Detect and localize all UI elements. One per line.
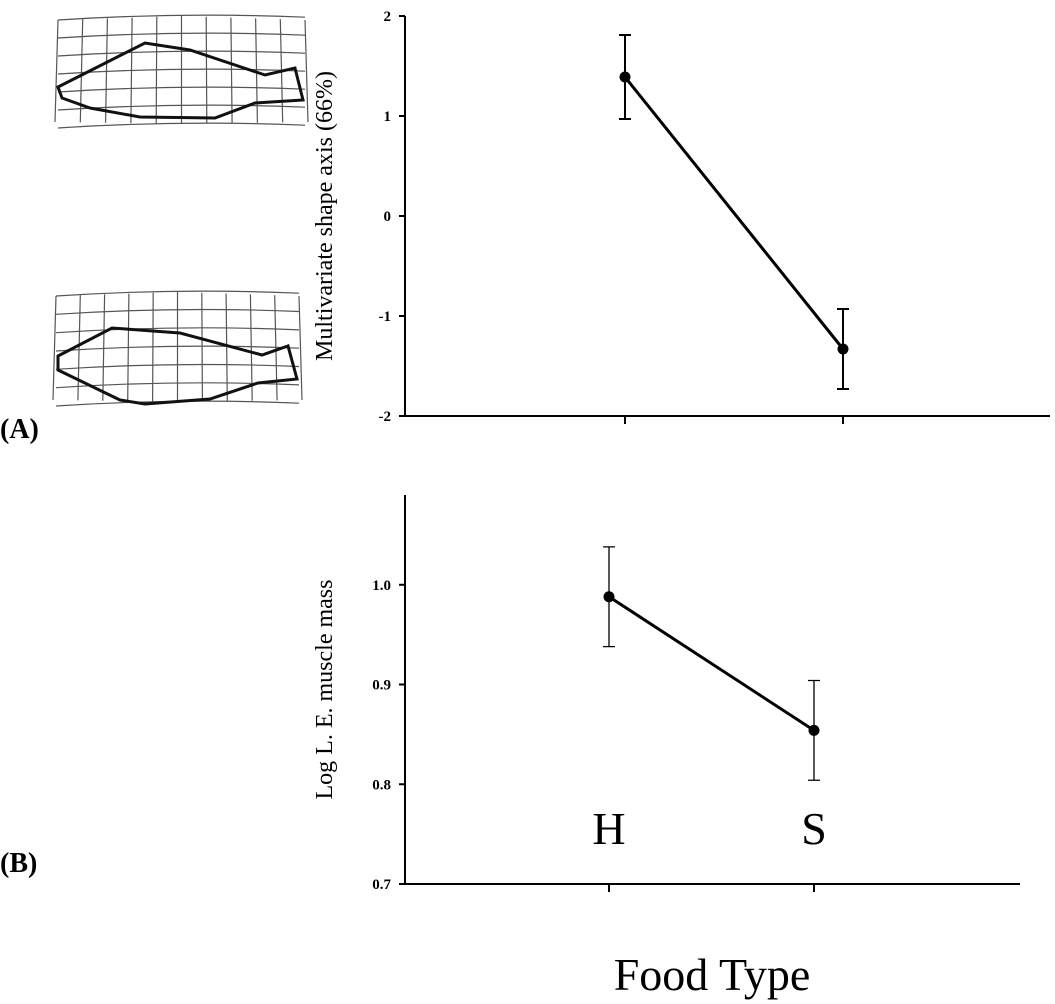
- fish-deformation-grids: [52, 14, 309, 407]
- grid-warp-line: [57, 32, 306, 39]
- grid-warp-line: [55, 308, 300, 315]
- x-tick-label: S: [801, 803, 827, 854]
- data-point: [603, 591, 615, 603]
- y-tick-label: 2: [384, 9, 392, 25]
- grid-warp-line: [57, 122, 306, 129]
- grid-warp-line: [55, 290, 300, 297]
- grid-warp-line: [57, 14, 306, 21]
- grid-warp-line: [79, 19, 84, 123]
- grid-warp-line: [57, 86, 306, 93]
- y-tick-label: 1: [384, 109, 392, 125]
- grid-warp-line: [55, 327, 300, 334]
- grid-warp-line: [55, 363, 300, 370]
- grid-warp-line: [205, 16, 208, 124]
- fish-outline: [56, 41, 305, 120]
- y-tick-label: 0.8: [372, 777, 391, 793]
- grid-warp-line: [52, 295, 57, 401]
- grid-warp-line: [77, 295, 81, 401]
- grid-warp-line: [298, 295, 303, 401]
- y-tick-label: -2: [379, 409, 392, 425]
- y-tick-label: 0.9: [372, 678, 391, 694]
- panel-label: (B): [0, 848, 37, 879]
- x-axis-label: Food Type: [614, 949, 811, 1000]
- panel-label: (A): [0, 414, 39, 445]
- y-tick-label: 0: [384, 209, 392, 225]
- y-axis-label: Log L. E. muscle mass: [312, 580, 338, 800]
- grid-warp-line: [201, 292, 203, 402]
- grid-warp-line: [55, 345, 300, 352]
- data-line: [623, 76, 845, 350]
- data-point: [619, 71, 631, 83]
- grid-warp-line: [55, 382, 300, 389]
- data-point: [808, 724, 820, 736]
- grid-warp-line: [54, 19, 59, 123]
- y-axis-label: Multivariate shape axis (66%): [312, 71, 338, 361]
- grid-warp-line: [57, 50, 306, 57]
- data-line: [608, 595, 815, 732]
- y-tick-label: 0.7: [372, 877, 391, 893]
- x-tick-label: H: [592, 803, 625, 854]
- y-tick-label: -1: [379, 309, 392, 325]
- data-point: [837, 343, 849, 355]
- fish-outline: [56, 326, 299, 406]
- y-tick-label: 1.0: [372, 578, 391, 594]
- grid-warp-line: [304, 19, 309, 123]
